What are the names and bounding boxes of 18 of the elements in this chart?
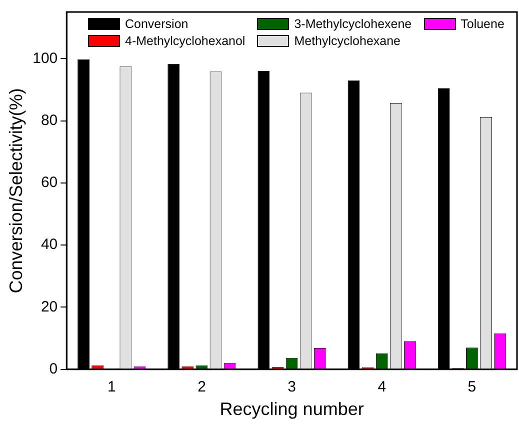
- x-tick-label: 1: [107, 378, 116, 396]
- x-tick-label: 5: [468, 378, 476, 396]
- legend-label: Methylcyclohexane: [294, 34, 401, 48]
- x-tick-label: 4: [378, 378, 386, 396]
- y-tick-label: 60: [40, 174, 58, 192]
- y-tick-label: 20: [40, 298, 58, 316]
- y-tick-label: 40: [40, 236, 58, 254]
- y-tick-label: 100: [32, 50, 58, 67]
- legend-label: Toluene: [460, 17, 504, 31]
- x-tick-label: 3: [288, 378, 296, 396]
- x-tick-label: 2: [198, 378, 206, 396]
- y-tick-label: 0: [49, 360, 58, 378]
- y-axis-title: Conversion/Selectivity(%): [6, 88, 26, 294]
- legend-label: 4-Methylcyclohexanol: [125, 34, 246, 48]
- legend-label: Conversion: [125, 17, 188, 31]
- legend-label: 3-Methylcyclohexene: [294, 17, 412, 31]
- y-tick-label: 80: [40, 112, 58, 129]
- x-axis-title: Recycling number: [220, 399, 364, 420]
